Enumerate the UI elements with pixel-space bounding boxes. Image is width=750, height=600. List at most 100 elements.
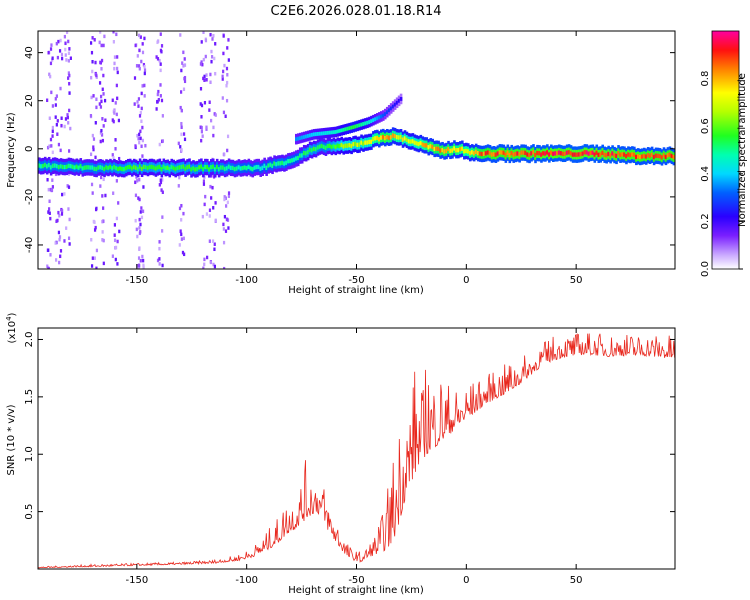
spectrogram-ridge-cell (265, 165, 268, 170)
spectrogram-noise-cell (201, 134, 204, 138)
spectrogram-ridge-cell (508, 152, 512, 158)
spectrogram-noise-cell (200, 115, 203, 119)
spectrogram-noise-cell (159, 83, 162, 87)
spectrogram-noise-cell (68, 149, 71, 153)
spectrogram-noise-cell (179, 105, 182, 110)
spectrogram-ridge-cell (115, 166, 118, 171)
spectrogram-noise-cell (138, 197, 141, 202)
spectrogram-ridge-cell (591, 150, 595, 155)
spectrogram-noise-cell (183, 137, 187, 142)
spectrogram-noise-cell (98, 102, 101, 106)
spectrogram-noise-cell (212, 262, 215, 267)
spectrogram-noise-cell (141, 50, 145, 55)
spectrogram-ridge-cell (506, 150, 510, 155)
spectrogram-noise-cell (223, 214, 227, 219)
spectrogram-ridge-cell (656, 153, 660, 159)
spectrogram-noise-cell (140, 59, 143, 64)
spectrogram-branch-cell (370, 119, 373, 124)
spectrogram-ridge-cell (231, 165, 235, 171)
spectrogram-noise-cell (213, 247, 216, 252)
spectrogram-noise-cell (202, 266, 205, 269)
spectrogram-noise-cell (143, 71, 146, 76)
spectrogram-noise-cell (93, 220, 96, 224)
spectrogram-noise-cell (178, 175, 181, 180)
spectrogram-noise-cell (111, 98, 114, 103)
spectrogram-ridge-cell (480, 151, 484, 157)
spectrogram-noise-cell (51, 56, 54, 60)
spectrogram-ridge-cell (350, 143, 353, 149)
x-tick-label: -100 (235, 275, 258, 286)
spectrogram-ridge-cell (581, 151, 585, 156)
spectrogram-branch-cell (296, 136, 300, 141)
spectrogram-ridge-cell (484, 151, 488, 156)
spectrogram-noise-cell (54, 97, 57, 101)
spectrogram-noise-cell (100, 99, 103, 104)
colorbar-gradient (711, 30, 740, 270)
spectrogram-ridge-cell (308, 147, 312, 152)
spectrogram-ridge-cell (569, 151, 573, 156)
spectrogram-ridge-cell (38, 163, 41, 168)
x-tick-label: 50 (570, 275, 583, 286)
spectrogram-noise-cell (46, 178, 49, 182)
spectrogram-noise-cell (223, 152, 226, 157)
spectrogram-ridge-cell (49, 165, 53, 170)
spectrogram-noise-cell (46, 98, 49, 103)
spectrogram-noise-cell (91, 133, 94, 138)
spectrogram-noise-cell (209, 72, 212, 77)
spectrogram-noise-cell (48, 72, 51, 77)
spectrogram-noise-cell (69, 126, 72, 131)
spectrogram-noise-cell (111, 153, 114, 157)
spectrogram-noise-cell (104, 118, 107, 122)
spectrogram-noise-cell (55, 258, 58, 262)
spectrogram-noise-cell (177, 184, 180, 188)
spectrogram-noise-cell (60, 212, 64, 216)
spectrogram-ridge-cell (546, 150, 549, 155)
spectrogram-ridge-cell (466, 149, 470, 154)
spectrogram-noise-cell (226, 80, 229, 85)
spectrogram-ridge-cell (544, 151, 547, 156)
spectrogram-noise-cell (160, 188, 163, 192)
spectrogram-ridge-cell (170, 164, 174, 170)
spectrogram-ridge-cell (589, 150, 593, 156)
spectrogram-ridge-cell (196, 166, 199, 172)
spectrogram-ridge-cell (441, 147, 444, 153)
spectrogram-ridge-cell (492, 152, 496, 157)
spectrogram-ridge-cell (184, 166, 187, 171)
spectrogram-ridge-cell (97, 165, 100, 170)
spectrogram-ridge-cell (650, 152, 654, 157)
spectrogram-ridge-cell (607, 151, 610, 157)
spectrogram-ridge-cell (132, 164, 136, 170)
spectrogram-noise-cell (139, 136, 142, 141)
spectrogram-ridge-cell (215, 164, 219, 170)
spectrogram-ridge-cell (534, 152, 537, 158)
spectrogram-ridge-cell (192, 166, 195, 171)
spectrogram-noise-cell (56, 55, 59, 60)
spectrogram-ridge-cell (304, 151, 308, 156)
spectrogram-ridge-cell (385, 134, 389, 140)
spectrogram-ridge-cell (498, 150, 502, 155)
spectrogram-ridge-cell (366, 140, 369, 145)
spectrogram-noise-cell (158, 246, 161, 251)
spectrogram-noise-cell (183, 57, 186, 61)
spectrogram-noise-cell (118, 156, 121, 161)
spectrogram-noise-cell (138, 66, 141, 71)
spectrogram-noise-cell (49, 74, 52, 79)
spectrogram-noise-cell (95, 248, 99, 253)
spectrogram-ridge-cell (611, 151, 614, 156)
spectrogram-ridge-cell (496, 151, 500, 156)
spectrogram-noise-cell (49, 61, 53, 66)
spectrogram-noise-cell (142, 185, 145, 189)
spectrogram-ridge-cell (490, 152, 494, 157)
spectrogram-noise-cell (205, 78, 208, 82)
spectrogram-noise-cell (64, 117, 68, 121)
spectrogram-noise-cell (113, 66, 116, 71)
spectrogram-noise-cell (213, 242, 216, 246)
spectrogram-noise-cell (214, 42, 217, 46)
spectrogram-noise-cell (138, 140, 141, 145)
spectrogram-noise-cell (90, 182, 94, 187)
spectrogram-branch-cell (312, 132, 316, 137)
spectrogram-branch-cell (320, 131, 324, 136)
spectrogram-noise-cell (46, 264, 49, 269)
spectrogram-noise-cell (137, 263, 141, 268)
spectrogram-ridge-cell (528, 152, 531, 158)
